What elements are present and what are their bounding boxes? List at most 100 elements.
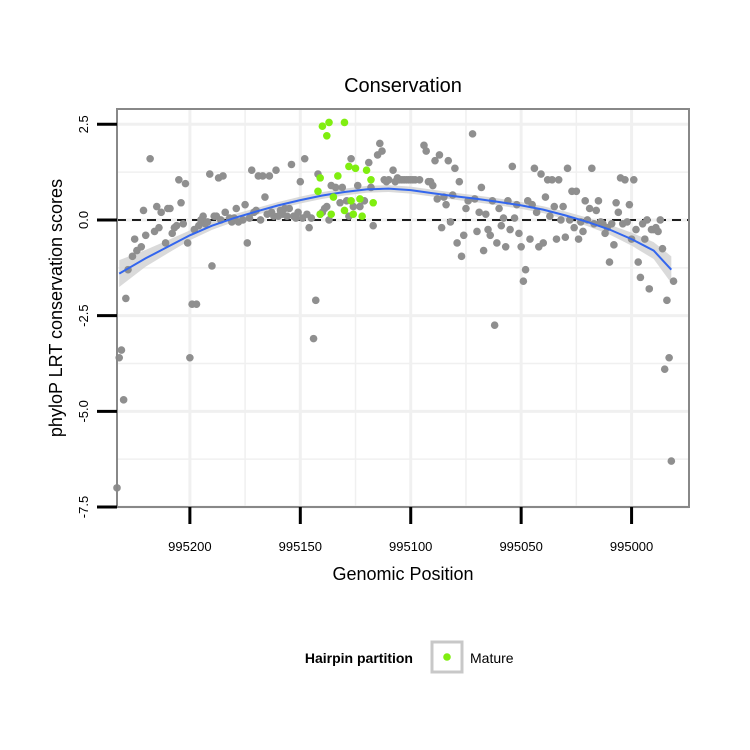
point-other [416,176,424,184]
point-mature [352,165,360,173]
point-other [586,205,594,213]
point-other [312,297,320,305]
point-other [539,239,547,247]
point-other [259,172,267,180]
point-other [204,218,212,226]
point-other [515,230,523,238]
point-other [509,163,517,171]
point-other [531,165,539,173]
point-other [520,277,528,285]
point-other [550,203,558,211]
point-other [122,295,130,303]
legend-mature-marker [443,653,451,661]
panel-border [117,109,689,507]
point-other [482,210,490,218]
x-tick-label: 995200 [168,539,211,554]
point-other [562,233,570,241]
x-tick-label: 995150 [279,539,322,554]
point-other [140,207,148,215]
point-other [615,209,623,217]
point-other [257,216,265,224]
y-tick-label: 0.0 [76,211,91,229]
point-other [175,176,183,184]
point-other [522,266,530,274]
point-other [447,218,455,226]
point-mature [316,174,324,182]
point-other [497,222,505,230]
point-other [506,226,514,234]
point-mature [367,176,375,184]
point-other [308,214,316,222]
point-other [559,203,567,211]
point-other [241,201,249,209]
point-other [347,155,355,163]
point-other [630,176,638,184]
point-other [206,170,214,178]
point-other [610,241,618,249]
point-mature [323,132,331,140]
point-other [436,151,444,159]
point-other [493,239,501,247]
point-other [637,274,645,282]
point-other [422,147,430,155]
point-mature [316,210,324,218]
point-other [310,335,318,343]
point-mature [319,122,327,130]
point-other [575,235,583,243]
point-other [219,172,227,180]
point-other [193,300,201,308]
point-mature [347,197,355,205]
point-other [305,224,313,232]
point-mature [363,166,371,174]
point-other [553,235,561,243]
point-other [641,235,649,243]
point-other [438,224,446,232]
point-other [555,176,563,184]
point-other [526,235,534,243]
legend-entry-mature: Mature [470,650,514,666]
point-other [462,205,470,213]
point-other [517,243,525,251]
point-other [592,207,600,215]
y-tick-label: -5.0 [76,400,91,422]
point-mature [356,195,364,203]
point-other [663,297,671,305]
point-other [542,193,550,201]
point-other [261,193,269,201]
point-other [511,214,519,222]
point-other [478,184,486,192]
point-other [654,228,662,236]
point-other [645,285,653,293]
point-other [546,212,554,220]
point-other [283,212,291,220]
point-other [389,166,397,174]
point-other [579,228,587,236]
point-other [385,176,393,184]
legend: Hairpin partition Mature [305,642,514,672]
point-other [458,253,466,261]
point-mature [369,199,377,207]
point-other [460,231,468,239]
point-other [179,220,187,228]
point-other [486,231,494,239]
point-other [323,203,331,211]
point-other [665,354,673,362]
point-other [131,235,139,243]
point-other [157,209,165,217]
point-other [621,176,629,184]
point-mature [358,212,366,220]
x-tick-label: 995000 [610,539,653,554]
point-other [502,243,510,251]
points-other [113,130,677,492]
point-other [186,354,194,362]
y-tick-label: -7.5 [76,496,91,518]
point-other [606,258,614,266]
point-other [564,165,572,173]
point-other [444,157,452,165]
legend-title: Hairpin partition [305,650,413,666]
point-other [643,216,651,224]
point-mature [341,207,349,215]
point-other [500,214,508,222]
point-other [378,147,386,155]
point-other [332,184,340,192]
